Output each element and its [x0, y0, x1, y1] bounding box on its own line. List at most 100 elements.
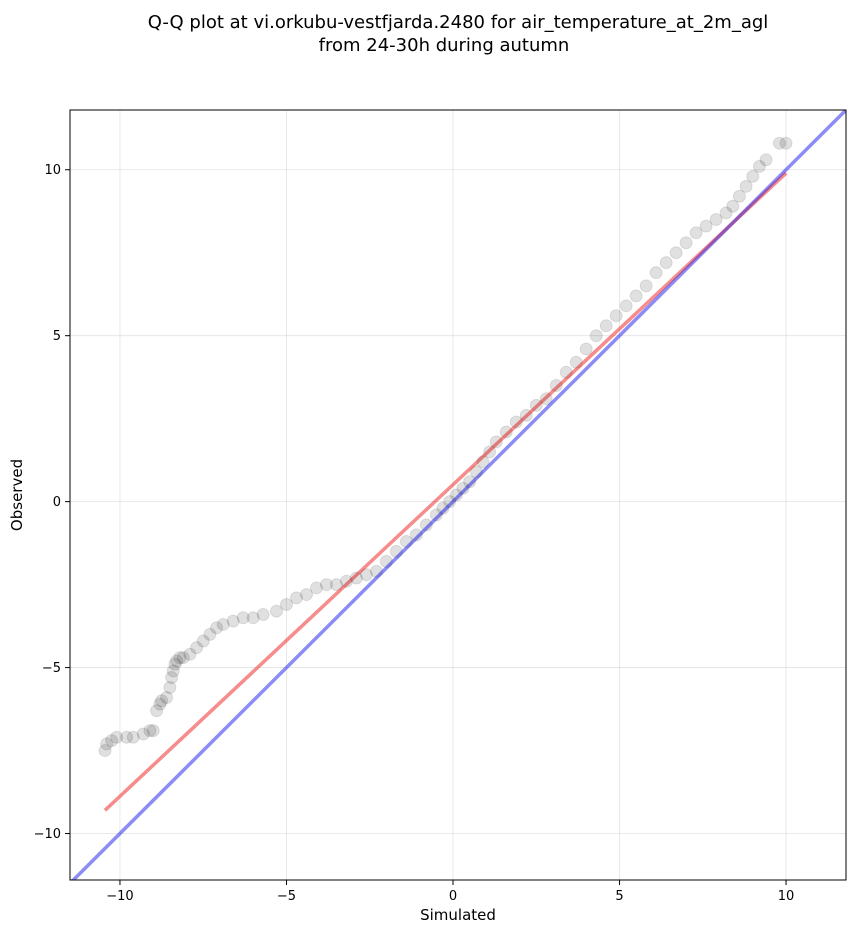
qq-point: [170, 654, 184, 668]
qq-point: [772, 136, 786, 150]
identity-line: [70, 110, 846, 880]
x-axis-ticks: −10 −5 0 5 10: [106, 880, 794, 904]
qq-point: [759, 153, 773, 167]
y-tick-label: 5: [53, 329, 61, 344]
qq-point: [409, 528, 423, 542]
qq-point: [100, 737, 114, 751]
fit-line-overlay: [103, 171, 788, 812]
qq-point: [369, 564, 383, 578]
qq-point: [168, 657, 182, 671]
qq-point: [289, 591, 303, 605]
qq-point: [509, 415, 523, 429]
reference-lines: [70, 110, 846, 880]
plot-background: [70, 110, 846, 880]
qq-point: [483, 445, 497, 459]
qq-point: [150, 704, 164, 718]
qq-point: [579, 342, 593, 356]
qq-point: [110, 730, 124, 744]
qq-point: [659, 256, 673, 270]
qq-point: [499, 425, 513, 439]
qq-point: [609, 309, 623, 323]
qq-point: [469, 465, 483, 479]
qq-point: [629, 289, 643, 303]
plot-frame: [69, 109, 847, 881]
qq-point: [639, 279, 653, 293]
qq-point: [203, 627, 217, 641]
qq-point: [309, 581, 323, 595]
qq-point: [126, 730, 140, 744]
plot-area: −10 −5 0 5 10 −10 −5 0 5 10: [34, 109, 847, 904]
qq-point: [329, 578, 343, 592]
qq-point: [529, 398, 543, 412]
qq-point: [569, 355, 583, 369]
qq-point: [399, 534, 413, 548]
qq-point: [256, 607, 270, 621]
qq-point: [155, 694, 169, 708]
x-tick-label: −10: [106, 889, 133, 904]
identity-line-overlay: [70, 110, 846, 880]
qq-point: [589, 329, 603, 343]
fit-line: [103, 171, 788, 812]
qq-point: [456, 481, 470, 495]
qq-point: [539, 392, 553, 406]
qq-point: [726, 199, 740, 213]
qq-point: [739, 179, 753, 193]
qq-point: [449, 488, 463, 502]
qq-point: [719, 206, 733, 220]
qq-point: [339, 574, 353, 588]
qq-point: [519, 408, 533, 422]
chart-title-line-1: Q-Q plot at vi.orkubu-vestfjarda.2480 fo…: [148, 12, 769, 33]
qq-point: [443, 495, 457, 509]
qq-point: [183, 647, 197, 661]
data-points: [70, 110, 846, 880]
qq-point: [476, 455, 490, 469]
qq-point: [165, 671, 179, 685]
qq-point: [359, 568, 373, 582]
qq-point: [429, 508, 443, 522]
qq-point: [619, 299, 633, 313]
qq-point: [549, 378, 563, 392]
x-tick-label: 5: [615, 889, 623, 904]
y-axis-label: Observed: [8, 459, 26, 531]
qq-point: [649, 266, 663, 280]
y-axis-ticks: −10 −5 0 5 10: [34, 163, 70, 842]
qq-point: [709, 213, 723, 227]
qq-point: [146, 724, 160, 738]
qq-point: [779, 136, 793, 150]
qq-point: [153, 697, 167, 711]
qq-point: [210, 621, 224, 635]
qq-point: [379, 554, 393, 568]
qq-point: [143, 724, 157, 738]
qq-point: [669, 246, 683, 260]
qq-point: [699, 219, 713, 233]
y-tick-label: 10: [44, 163, 61, 178]
qq-point: [269, 604, 283, 618]
qq-point: [436, 501, 450, 515]
qq-point: [98, 744, 112, 758]
qq-point: [105, 734, 119, 748]
qq-point: [599, 319, 613, 333]
qq-point: [166, 664, 180, 678]
qq-point: [120, 730, 134, 744]
qq-point: [173, 651, 187, 665]
qq-point: [349, 571, 363, 585]
qq-point: [679, 236, 693, 250]
qq-point: [216, 617, 230, 631]
qq-point: [746, 169, 760, 183]
qq-point: [196, 634, 210, 648]
qq-point: [176, 651, 190, 665]
qq-point: [136, 727, 150, 741]
qq-point: [226, 614, 240, 628]
chart-title-line-2: from 24-30h during autumn: [319, 35, 570, 56]
y-tick-label: −10: [34, 827, 61, 842]
qq-point: [279, 598, 293, 612]
qq-point: [732, 189, 746, 203]
qq-point: [190, 641, 204, 655]
qq-point: [389, 544, 403, 558]
x-axis-label: Simulated: [420, 906, 496, 924]
grid-lines: [70, 110, 846, 880]
y-tick-label: −5: [42, 661, 61, 676]
qq-point: [319, 578, 333, 592]
x-tick-label: 10: [778, 889, 795, 904]
